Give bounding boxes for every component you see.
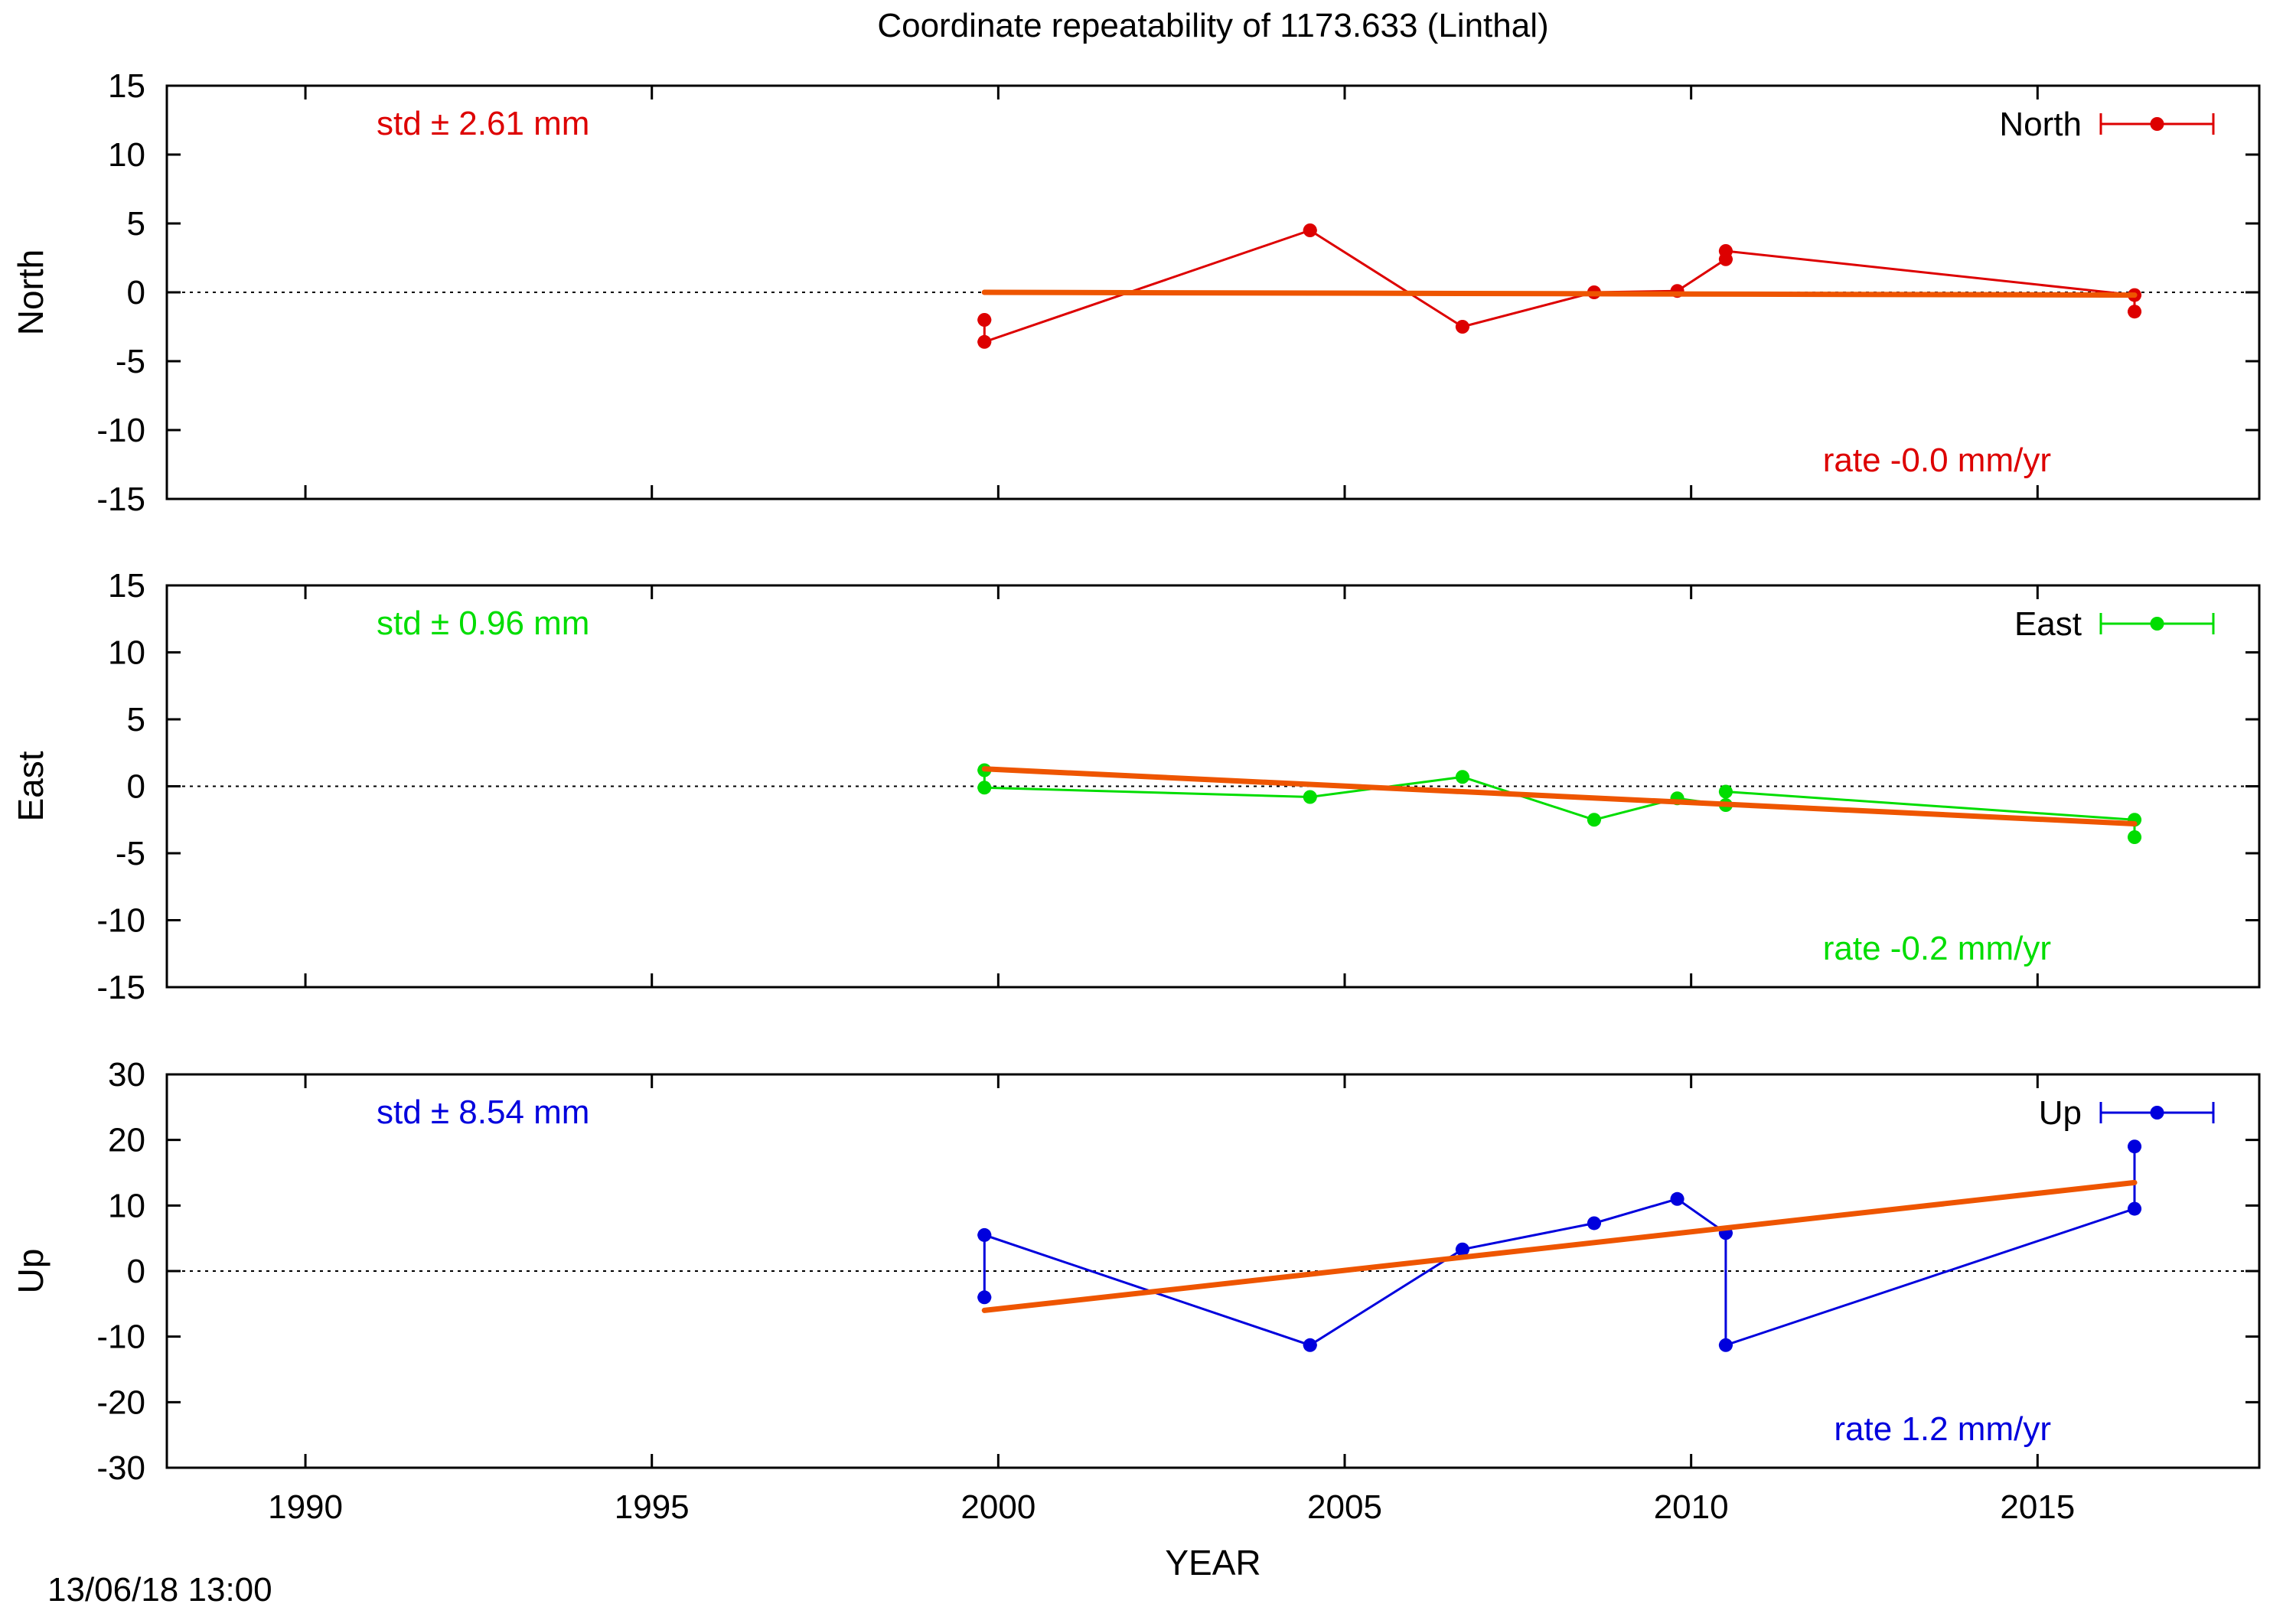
y-tick-label: 5: [127, 701, 145, 738]
data-point: [1455, 320, 1469, 334]
y-tick-label: -20: [96, 1384, 145, 1421]
data-point: [1718, 784, 1733, 799]
trend-line: [981, 289, 2138, 298]
y-tick-label: -15: [96, 969, 145, 1006]
y-axis-label: Up: [11, 1249, 51, 1294]
data-point: [2128, 305, 2142, 319]
data-point: [977, 781, 992, 795]
y-tick-label: -5: [116, 343, 145, 380]
rate-annotation: rate 1.2 mm/yr: [1834, 1410, 2051, 1448]
data-point: [1587, 813, 1601, 827]
y-tick-label: -30: [96, 1449, 145, 1487]
panel-north: -15 -10 -5 0 5 10 15 North North std ± 2.61 mm rat…: [11, 67, 2261, 518]
series-line: [983, 770, 2136, 837]
data-point: [1670, 1191, 1684, 1206]
rate-annotation: rate -0.2 mm/yr: [1823, 930, 2051, 967]
y-tick-label: -10: [96, 1319, 145, 1356]
panel-up: -30 -20 -10 0 10 20 30 1990 1995 2000 2005 2010 2015…: [11, 1056, 2261, 1526]
y-axis-label: North: [11, 249, 51, 335]
legend-marker: [2150, 617, 2164, 631]
data-point: [1303, 790, 1317, 804]
x-tick-label: 2005: [1307, 1488, 1382, 1526]
y-tick-label: 30: [108, 1056, 145, 1094]
data-point: [1303, 1338, 1317, 1352]
timestamp: 13/06/18 13:00: [47, 1571, 272, 1607]
data-point: [2128, 830, 2142, 844]
x-tick-label: 1995: [615, 1488, 690, 1526]
data-point: [1718, 244, 1733, 258]
legend-marker: [2150, 1106, 2164, 1120]
data-point: [2128, 1139, 2142, 1154]
data-point: [1455, 770, 1469, 784]
data-point: [977, 1227, 992, 1242]
data-point: [1455, 1242, 1469, 1257]
y-axis-label: East: [11, 751, 51, 821]
x-axis-label: YEAR: [1165, 1543, 1261, 1583]
x-tick-label: 2015: [2000, 1488, 2075, 1526]
panel-east: -15 -10 -5 0 5 10 15 East East std ± 0.96 mm rate …: [11, 567, 2261, 1006]
y-tick-label: -10: [96, 902, 145, 940]
y-tick-label: 10: [108, 1187, 145, 1224]
rate-annotation: rate -0.0 mm/yr: [1823, 442, 2051, 479]
x-tick-label: 1990: [268, 1488, 343, 1526]
legend-label: East: [2014, 605, 2082, 643]
legend-marker: [2150, 117, 2164, 131]
y-tick-label: 20: [108, 1122, 145, 1159]
y-tick-label: 10: [108, 136, 145, 174]
y-tick-label: 0: [127, 274, 145, 311]
legend-label: North: [1999, 106, 2082, 143]
series-line: [983, 229, 2136, 344]
data-point: [2128, 1201, 2142, 1216]
data-point: [977, 313, 992, 327]
legend-label: Up: [2039, 1094, 2082, 1132]
y-tick-label: 0: [127, 768, 145, 806]
data-point: [977, 1290, 992, 1305]
y-tick-label: 5: [127, 205, 145, 243]
std-annotation: std ± 2.61 mm: [377, 105, 589, 142]
y-tick-label: -5: [116, 835, 145, 872]
std-annotation: std ± 0.96 mm: [377, 605, 589, 642]
data-point: [1718, 1338, 1733, 1352]
y-tick-label: 0: [127, 1253, 145, 1290]
trend-line: [981, 1179, 2138, 1313]
x-tick-label: 2010: [1654, 1488, 1729, 1526]
y-tick-label: -10: [96, 412, 145, 449]
y-tick-label: 15: [108, 67, 145, 105]
y-tick-label: 10: [108, 634, 145, 672]
std-annotation: std ± 8.54 mm: [377, 1094, 589, 1131]
data-point: [1303, 223, 1317, 237]
x-tick-label: 2000: [960, 1488, 1035, 1526]
data-point: [1587, 1216, 1601, 1231]
y-tick-label: 15: [108, 567, 145, 605]
data-point: [977, 334, 992, 349]
trend-line: [981, 766, 2138, 826]
y-tick-label: -15: [96, 481, 145, 518]
figure-title: Coordinate repeatability of 1173.633 (Li…: [877, 7, 1548, 44]
